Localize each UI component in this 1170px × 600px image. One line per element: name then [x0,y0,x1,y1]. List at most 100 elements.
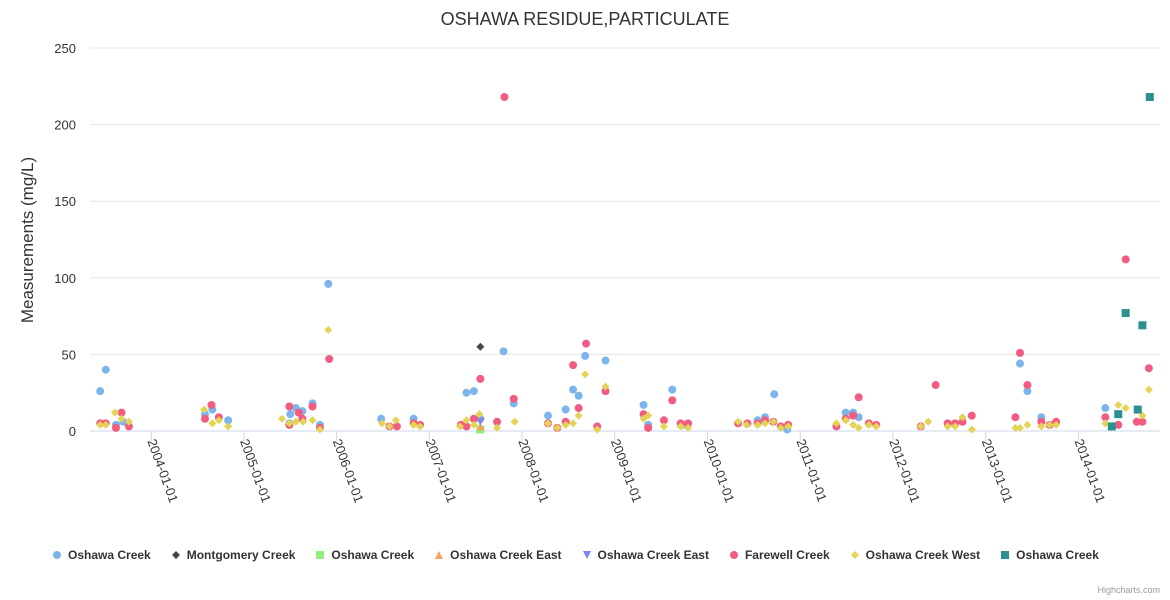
data-point[interactable] [924,417,933,426]
data-point[interactable] [1121,309,1130,318]
data-point[interactable] [462,422,471,431]
data-point[interactable] [277,414,286,423]
data-point[interactable] [841,416,850,425]
data-point[interactable] [325,354,334,363]
data-point[interactable] [200,414,209,423]
data-point[interactable] [574,411,583,420]
legend-item[interactable]: Oshawa Creek West [850,547,980,563]
data-point[interactable] [784,422,793,431]
data-point[interactable] [207,400,216,409]
legend-item[interactable]: Oshawa Creek [52,547,151,563]
data-point[interactable] [574,391,583,400]
data-point[interactable] [967,411,976,420]
data-point[interactable] [224,422,233,431]
legend-item[interactable]: Oshawa Creek [315,547,414,563]
legend-item[interactable]: Oshawa Creek East [582,547,709,563]
data-point[interactable] [416,422,425,431]
data-point[interactable] [476,342,485,351]
data-point[interactable] [931,381,940,390]
data-point[interactable] [776,423,785,432]
data-point[interactable] [943,422,952,431]
data-point[interactable] [101,365,110,374]
data-point[interactable] [455,422,464,431]
data-point[interactable] [581,351,590,360]
data-point[interactable] [499,347,508,356]
data-point[interactable] [101,420,110,429]
data-point[interactable] [581,370,590,379]
data-point[interactable] [476,417,485,426]
data-point[interactable] [1011,413,1020,422]
data-point[interactable] [644,411,653,420]
data-point[interactable] [659,422,668,431]
data-point[interactable] [1133,405,1142,414]
data-point[interactable] [684,423,693,432]
data-point[interactable] [841,408,850,417]
data-point[interactable] [1023,381,1032,390]
data-point[interactable] [285,402,294,411]
legend-item[interactable]: Montgomery Creek [171,547,295,563]
data-point[interactable] [601,387,610,396]
data-point[interactable] [684,419,693,428]
data-point[interactable] [668,385,677,394]
data-point[interactable] [1138,321,1147,330]
data-point[interactable] [475,410,484,419]
data-point[interactable] [1037,422,1046,431]
data-point[interactable] [315,425,324,434]
data-point[interactable] [544,411,553,420]
data-point[interactable] [1045,420,1054,429]
data-point[interactable] [582,339,591,348]
data-point[interactable] [214,416,223,425]
data-point[interactable] [124,422,133,431]
data-point[interactable] [742,420,751,429]
data-point[interactable] [500,93,509,102]
data-point[interactable] [96,387,105,396]
data-point[interactable] [569,419,578,428]
data-point[interactable] [509,394,518,403]
data-point[interactable] [124,417,133,426]
data-point[interactable] [849,420,858,429]
data-point[interactable] [753,420,762,429]
data-point[interactable] [409,420,418,429]
data-point[interactable] [916,422,925,431]
data-point[interactable] [593,425,602,434]
data-point[interactable] [493,423,502,432]
data-point[interactable] [510,417,519,426]
data-point[interactable] [1101,419,1110,428]
data-point[interactable] [1101,404,1110,413]
data-point[interactable] [1144,364,1153,373]
data-point[interactable] [1121,255,1130,264]
legend-item[interactable]: Oshawa Creek [1000,547,1099,563]
data-point[interactable] [601,356,610,365]
data-point[interactable] [1052,420,1061,429]
data-point[interactable] [1101,413,1110,422]
data-point[interactable] [476,374,485,383]
data-point[interactable] [544,419,553,428]
data-point[interactable] [391,416,400,425]
data-point[interactable] [469,420,478,429]
data-point[interactable] [1015,359,1024,368]
data-point[interactable] [639,400,648,409]
data-point[interactable] [872,422,881,431]
data-point[interactable] [1114,420,1123,429]
data-point[interactable] [676,422,685,431]
data-point[interactable] [469,387,478,396]
data-point[interactable] [469,414,478,423]
data-point[interactable] [574,404,583,413]
data-point[interactable] [1107,422,1116,431]
legend-item[interactable]: Oshawa Creek East [434,547,562,563]
data-point[interactable] [200,405,209,414]
data-point[interactable] [864,420,873,429]
data-point[interactable] [1114,400,1123,409]
data-point[interactable] [111,423,120,432]
data-point[interactable] [569,385,578,394]
data-point[interactable] [286,410,295,419]
data-point[interactable] [854,423,863,432]
data-point[interactable] [324,325,333,334]
data-point[interactable] [601,382,610,391]
data-point[interactable] [462,388,471,397]
data-point[interactable] [644,423,653,432]
data-point[interactable] [1144,385,1153,394]
data-point[interactable] [1132,417,1141,426]
data-point[interactable] [1011,423,1020,432]
data-point[interactable] [958,417,967,426]
